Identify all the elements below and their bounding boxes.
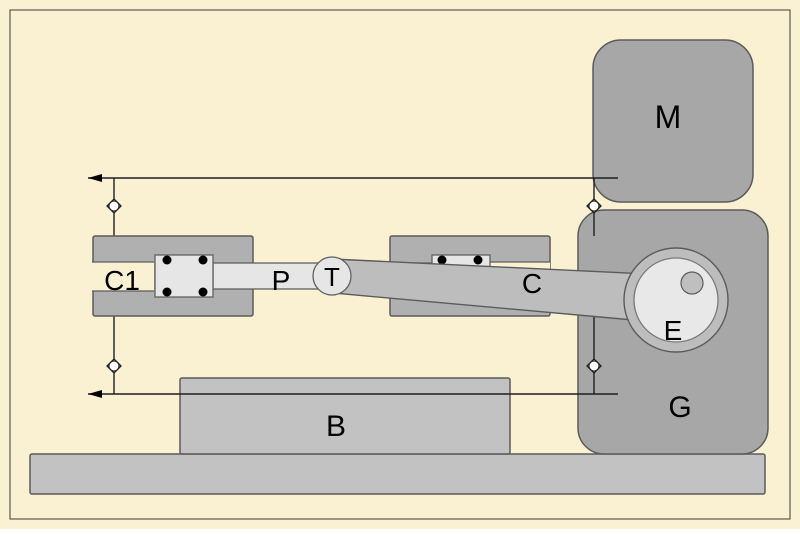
diagram-canvas: M G E C T P C1 B [0, 0, 800, 529]
valve-3-ball [589, 361, 599, 371]
bolt-1 [199, 256, 208, 265]
valve-2-ball [109, 361, 119, 371]
bolt-5 [474, 256, 483, 265]
label-t: T [324, 262, 340, 292]
bolt-3 [199, 288, 208, 297]
label-g: G [668, 391, 691, 424]
bolt-2 [163, 288, 172, 297]
label-p: P [272, 265, 291, 296]
valve-1-ball [589, 201, 599, 211]
valve-0-ball [109, 201, 119, 211]
label-c1: C1 [104, 265, 140, 296]
base-plate [30, 454, 765, 494]
label-b: B [326, 410, 346, 443]
crank-pin [681, 272, 703, 294]
label-c: C [522, 268, 542, 299]
label-m: M [655, 99, 682, 135]
bolt-0 [163, 256, 172, 265]
bolt-4 [438, 256, 447, 265]
label-e: E [664, 315, 683, 346]
